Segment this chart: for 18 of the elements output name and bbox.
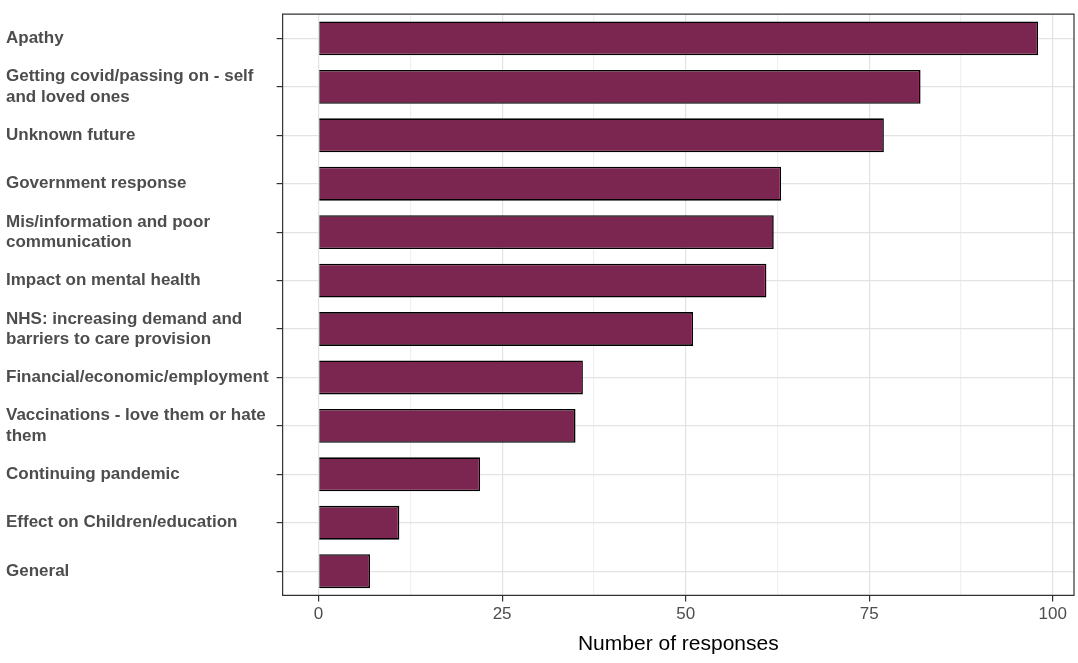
y-tick-label: Government response bbox=[6, 173, 187, 193]
x-tick-label: 75 bbox=[859, 604, 879, 624]
y-tick-label: Effect on Children/education bbox=[6, 512, 238, 532]
x-tick-label: 50 bbox=[676, 604, 696, 624]
y-tick-label: Financial/economic/employment bbox=[6, 367, 269, 387]
y-tick-label: Impact on mental health bbox=[6, 270, 201, 290]
x-tick-label: 25 bbox=[492, 604, 512, 624]
x-axis-title: Number of responses bbox=[577, 631, 779, 655]
y-tick-label: General bbox=[6, 560, 70, 580]
x-tick-label: 0 bbox=[313, 604, 324, 624]
y-tick-label: Vaccinations - love them or hate them bbox=[6, 405, 266, 445]
y-tick-label: Continuing pandemic bbox=[6, 464, 180, 483]
y-tick-label: Mis/information and poor communication bbox=[6, 211, 211, 252]
y-tick-label: NHS: increasing demand and barriers to care provision bbox=[6, 308, 243, 348]
y-tick-label: Apathy bbox=[6, 28, 65, 48]
y-tick-label: Getting covid/passing on - self and loved ones bbox=[6, 66, 254, 106]
x-tick-label: 100 bbox=[1038, 604, 1067, 624]
y-tick-label: Unknown future bbox=[6, 124, 136, 144]
